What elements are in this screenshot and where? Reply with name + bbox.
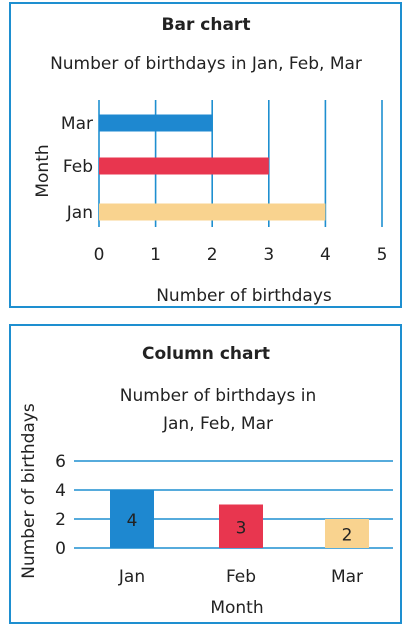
bar-chart-category-label: Jan: [66, 203, 93, 223]
column-mar: [325, 519, 369, 548]
column-chart-heading: Column chart: [142, 344, 270, 364]
column-chart: Column chart Number of birthdays in Jan,…: [19, 344, 393, 618]
column-chart-data-label: 4: [127, 511, 138, 531]
bar-chart-category-label: Feb: [63, 157, 93, 177]
column-chart-title-line-1: Number of birthdays in: [120, 386, 316, 406]
bar-chart-x-tick-label: 2: [207, 245, 218, 265]
column-chart-category-label: Mar: [331, 567, 363, 587]
bar-jan: [99, 203, 326, 221]
column-chart-y-tick-label: 2: [55, 510, 66, 530]
bar-chart-x-axis-label: Number of birthdays: [156, 286, 332, 306]
bar-mar: [99, 114, 213, 132]
column-feb: [219, 504, 263, 548]
bar-chart-x-tick-label: 3: [263, 245, 274, 265]
column-chart-data-label: 3: [236, 518, 247, 538]
column-chart-panel: Column chart Number of birthdays in Jan,…: [9, 324, 402, 624]
column-chart-y-tick-label: 4: [55, 481, 66, 501]
bar-chart-x-tick-label: 4: [320, 245, 331, 265]
column-chart-data-label: 2: [342, 526, 353, 546]
bar-chart-y-axis-label: Month: [33, 144, 53, 197]
bar-feb: [99, 157, 269, 175]
bar-chart-x-tick-label: 1: [150, 245, 161, 265]
column-chart-y-axis-label: Number of birthdays: [19, 403, 39, 579]
column-chart-category-label: Jan: [118, 567, 145, 587]
bar-chart-category-label: Mar: [61, 114, 93, 134]
column-chart-x-axis-label: Month: [210, 598, 263, 618]
bar-chart-x-tick-label: 5: [377, 245, 388, 265]
bar-chart-panel: Bar chart Number of birthdays in Jan, Fe…: [9, 2, 402, 308]
column-chart-category-label: Feb: [226, 567, 256, 587]
column-chart-y-tick-label: 6: [55, 452, 66, 472]
column-jan: [110, 490, 154, 548]
column-chart-y-tick-label: 0: [55, 539, 66, 559]
bar-chart: Bar chart Number of birthdays in Jan, Fe…: [33, 15, 388, 306]
bar-chart-heading: Bar chart: [162, 15, 251, 35]
column-chart-title-line-2: Jan, Feb, Mar: [162, 414, 273, 434]
bar-chart-x-tick-label: 0: [94, 245, 105, 265]
bar-chart-title: Number of birthdays in Jan, Feb, Mar: [50, 54, 362, 74]
